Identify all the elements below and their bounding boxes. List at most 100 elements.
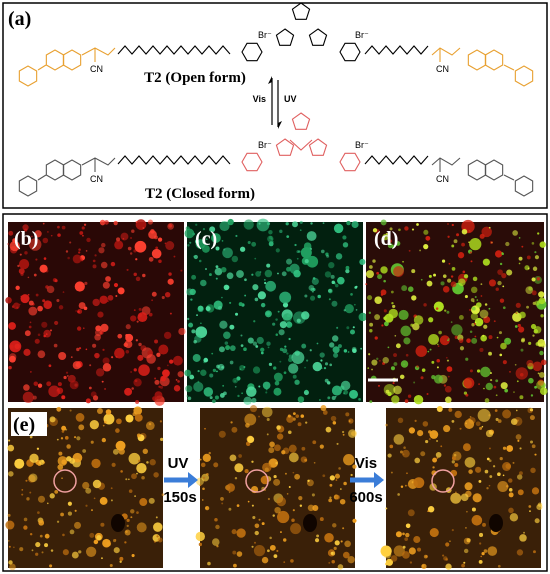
texture-dot <box>489 241 493 245</box>
texture-dot <box>286 266 291 272</box>
texture-dot <box>341 430 345 434</box>
texture-dot <box>173 385 181 392</box>
panel-label: (a) <box>8 8 31 30</box>
texture-dot <box>72 254 82 264</box>
texture-dot <box>344 540 351 548</box>
texture-dot <box>479 426 483 430</box>
texture-dot <box>119 560 122 563</box>
texture-dot <box>519 372 524 377</box>
texture-dot <box>346 220 351 226</box>
texture-dot <box>5 520 15 530</box>
texture-dot <box>261 406 273 418</box>
texture-dot <box>234 385 237 388</box>
texture-dot <box>441 259 446 263</box>
texture-dot <box>487 546 498 556</box>
texture-dot <box>137 354 144 361</box>
texture-dot <box>247 241 251 245</box>
texture-dot <box>482 334 485 337</box>
texture-dot <box>214 518 218 522</box>
texture-dot <box>38 519 45 526</box>
texture-dot <box>279 291 292 304</box>
texture-dot <box>215 524 220 530</box>
texture-dot <box>221 296 223 299</box>
texture-dot <box>35 541 41 548</box>
texture-dot <box>273 387 282 396</box>
texture-dot <box>96 407 103 414</box>
texture-dot <box>320 405 327 411</box>
texture-dot <box>18 268 25 275</box>
texture-dot <box>345 268 350 274</box>
panel-a-frame <box>2 2 548 209</box>
texture-dot <box>425 235 431 241</box>
texture-dot <box>428 438 431 441</box>
texture-dot <box>279 321 287 329</box>
texture-dot <box>212 538 220 546</box>
texture-dot <box>147 219 153 225</box>
texture-dot <box>154 339 159 344</box>
texture-dot <box>95 325 102 332</box>
texture-dot <box>72 452 83 463</box>
texture-dot <box>374 296 383 304</box>
texture-dot <box>423 244 429 250</box>
texture-dot <box>350 473 353 477</box>
texture-dot <box>485 429 494 438</box>
texture-dot <box>328 561 331 564</box>
texture-dot <box>217 305 223 311</box>
texture-dot <box>211 399 216 404</box>
texture-dot <box>331 280 335 285</box>
texture-dot <box>75 310 77 312</box>
texture-dot <box>24 251 28 255</box>
texture-dot <box>220 497 224 501</box>
texture-dot <box>497 419 502 423</box>
texture-dot <box>65 250 69 253</box>
bond <box>37 174 47 181</box>
texture-dot <box>215 246 220 251</box>
texture-dot <box>538 372 545 378</box>
texture-dot <box>115 428 120 433</box>
texture-dot <box>530 440 534 444</box>
texture-dot <box>469 416 472 418</box>
texture-dot <box>484 398 490 403</box>
texture-dot <box>320 249 325 254</box>
texture-dot <box>378 359 381 362</box>
texture-dot <box>411 295 417 301</box>
texture-dot <box>442 274 447 278</box>
texture-dot <box>433 374 443 384</box>
texture-dot <box>309 349 312 352</box>
texture-dot <box>18 259 30 270</box>
texture-dot <box>536 277 541 281</box>
texture-dot <box>345 412 350 417</box>
texture-dot <box>350 293 353 296</box>
texture-dot <box>160 437 164 441</box>
texture-dot <box>8 439 11 442</box>
texture-dot <box>340 540 343 543</box>
texture-dot <box>187 317 190 321</box>
texture-dot <box>290 559 294 563</box>
texture-dot <box>268 362 273 366</box>
texture-dot <box>286 415 294 423</box>
texture-dot <box>251 241 257 247</box>
texture-dot <box>102 357 110 365</box>
texture-dot <box>447 223 449 225</box>
texture-dot <box>464 295 468 299</box>
texture-dot <box>138 364 150 376</box>
texture-dot <box>163 331 172 340</box>
texture-dot <box>57 225 60 229</box>
texture-dot <box>29 532 33 536</box>
texture-dot <box>468 308 472 312</box>
texture-dot <box>463 561 466 564</box>
texture-dot <box>13 546 15 549</box>
texture-dot <box>388 239 393 243</box>
texture-dot <box>49 416 56 423</box>
texture-dot <box>488 307 491 310</box>
texture-dot <box>287 357 293 363</box>
texture-dot <box>279 360 282 363</box>
texture-dot <box>257 291 266 300</box>
texture-dot <box>247 337 254 344</box>
texture-dot <box>399 374 405 380</box>
texture-dot <box>31 549 34 552</box>
texture-dot <box>102 281 110 289</box>
texture-dot <box>135 221 138 223</box>
texture-dot <box>134 413 143 422</box>
texture-dot <box>371 368 373 371</box>
